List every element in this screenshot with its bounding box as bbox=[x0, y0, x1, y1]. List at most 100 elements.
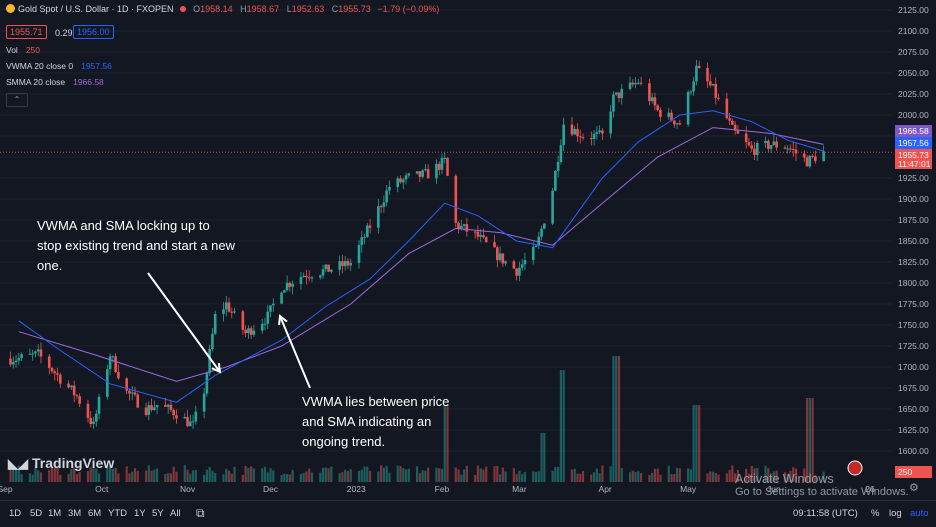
volume-bar bbox=[695, 405, 698, 482]
candle-body bbox=[744, 133, 748, 143]
volume-bar bbox=[70, 468, 73, 482]
candle-body bbox=[147, 405, 151, 415]
candle-body bbox=[166, 404, 170, 407]
volume-bar bbox=[136, 470, 139, 482]
x-tick-label: 2023 bbox=[347, 484, 366, 494]
volume-bar bbox=[363, 466, 366, 482]
volume-bar bbox=[133, 468, 137, 482]
sell-price-button[interactable]: 1955.71 bbox=[6, 25, 47, 39]
y-tick-label: 1925.00 bbox=[898, 173, 929, 183]
volume-bar bbox=[687, 468, 690, 482]
range-1y[interactable]: 1Y bbox=[134, 508, 146, 519]
candle-body bbox=[648, 83, 651, 102]
candle-body bbox=[34, 351, 37, 354]
candle-body bbox=[473, 231, 477, 233]
range-6m[interactable]: 6M bbox=[88, 508, 102, 519]
volume-bar bbox=[117, 473, 120, 482]
auto-scale-toggle[interactable]: auto bbox=[910, 508, 929, 519]
candle-body bbox=[512, 261, 516, 269]
range-3m[interactable]: 3M bbox=[68, 508, 82, 519]
candle-body bbox=[125, 378, 128, 391]
volume-bar bbox=[706, 473, 709, 482]
collapse-indicators-button[interactable]: ⌃ bbox=[6, 93, 28, 107]
volume-bar bbox=[581, 471, 585, 482]
candle-body bbox=[283, 290, 286, 293]
candle-body bbox=[755, 142, 759, 156]
candle-body bbox=[108, 356, 112, 370]
volume-bar bbox=[543, 433, 546, 482]
gear-icon[interactable]: ⚙ bbox=[909, 482, 919, 494]
annotation-arrow-1-head bbox=[211, 362, 222, 374]
range-5d[interactable]: 5D bbox=[30, 508, 43, 519]
candle-body bbox=[725, 98, 729, 119]
range-all[interactable]: All bbox=[170, 508, 181, 519]
volume-bar bbox=[269, 468, 272, 482]
volume-bar bbox=[792, 467, 795, 482]
last-price-tag: 1955.73 bbox=[898, 150, 929, 160]
candle-body bbox=[418, 171, 422, 177]
indicator-vwma[interactable]: VWMA 20 close 0 1957.56 bbox=[6, 61, 112, 71]
y-tick-label: 2100.00 bbox=[898, 26, 929, 36]
candle-body bbox=[385, 190, 388, 203]
volume-bar bbox=[12, 466, 15, 482]
volume-bar bbox=[745, 468, 748, 482]
indicator-vol[interactable]: Vol 250 bbox=[6, 45, 41, 55]
candle-body bbox=[598, 130, 601, 133]
candle-body bbox=[686, 92, 690, 125]
change-value: −1.79 (−0.09%) bbox=[377, 4, 440, 14]
candle-body bbox=[169, 404, 173, 411]
volume-bar bbox=[368, 471, 372, 482]
candle-body bbox=[537, 236, 541, 246]
candle-body bbox=[581, 137, 585, 139]
candle-body bbox=[183, 416, 187, 419]
price-chart[interactable]: 1600.00 1625.00 1650.00 1675.00 1700.00 1725.… bbox=[0, 0, 936, 500]
volume-bar bbox=[380, 465, 383, 482]
candle-body bbox=[208, 349, 211, 374]
volume-bar bbox=[711, 471, 715, 482]
volume-bar bbox=[150, 470, 153, 482]
windows-activation-watermark: Activate Windows Go to Settings to activ… bbox=[735, 472, 909, 499]
volume-bar bbox=[59, 474, 62, 482]
candle-body bbox=[222, 309, 225, 314]
candle-body bbox=[330, 269, 333, 272]
candle-body bbox=[388, 187, 391, 191]
candle-body bbox=[211, 333, 214, 350]
volume-bar bbox=[86, 471, 90, 482]
x-tick-label: Nov bbox=[180, 484, 196, 494]
smma-line bbox=[18, 127, 824, 382]
volume-bar bbox=[476, 465, 480, 482]
range-1m[interactable]: 1M bbox=[48, 508, 62, 519]
volume-bar bbox=[319, 472, 322, 482]
ohlc-readout: O1958.14 H1958.67 L1952.63 C1955.73 −1.7… bbox=[193, 4, 440, 14]
range-5y[interactable]: 5Y bbox=[152, 508, 164, 519]
range-1d[interactable]: 1D bbox=[9, 508, 22, 519]
y-tick-label: 2025.00 bbox=[898, 89, 929, 99]
tradingview-logo[interactable]: ◣◢ TradingView bbox=[8, 455, 115, 471]
volume-bar bbox=[280, 474, 283, 482]
log-scale-toggle[interactable]: log bbox=[889, 508, 902, 519]
y-tick-label: 2125.00 bbox=[898, 5, 929, 15]
x-tick-label: Apr bbox=[599, 484, 612, 494]
candle-body bbox=[9, 358, 12, 365]
volume-bar bbox=[438, 468, 441, 482]
volume-bar bbox=[247, 467, 250, 482]
utc-clock[interactable]: 09:11:58 (UTC) bbox=[793, 508, 858, 519]
indicator-smma[interactable]: SMMA 20 close 1966.58 bbox=[6, 77, 104, 87]
volume-bar bbox=[756, 467, 759, 482]
y-tick-label: 1850.00 bbox=[898, 236, 929, 246]
last-price-tag-bg bbox=[895, 149, 932, 169]
volume-bar bbox=[689, 469, 692, 482]
percent-scale-toggle[interactable]: % bbox=[871, 508, 880, 519]
candle-body bbox=[559, 145, 563, 163]
symbol-title[interactable]: Gold Spot / U.S. Dollar · 1D · FXOPEN bbox=[18, 4, 174, 14]
buy-price-button[interactable]: 1956.00 bbox=[73, 25, 114, 39]
candle-body bbox=[424, 169, 427, 171]
volume-bar bbox=[559, 370, 563, 482]
candle-body bbox=[670, 112, 673, 121]
candle-body bbox=[377, 206, 380, 228]
candle-body bbox=[764, 140, 767, 143]
candle-body bbox=[70, 385, 73, 388]
range-ytd[interactable]: YTD bbox=[108, 508, 127, 519]
date-range-icon[interactable]: ⧉ bbox=[196, 506, 205, 520]
